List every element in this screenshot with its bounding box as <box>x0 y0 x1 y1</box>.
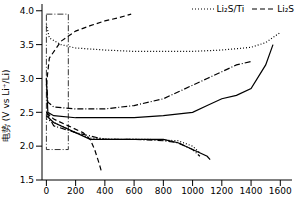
html-text:Li₂S/Ti: Li₂S/Ti <box>216 4 245 14</box>
svg-text:电势 (V vs Li⁺/Li): 电势 (V vs Li⁺/Li) <box>8 69 11 142</box>
html-text:Li₂S: Li₂S <box>277 4 294 14</box>
svg-text:2.0: 2.0 <box>20 141 35 151</box>
svg-text:800: 800 <box>155 186 172 196</box>
svg-text:200: 200 <box>67 186 84 196</box>
svg-text:1.5: 1.5 <box>20 175 34 185</box>
svg-text:600: 600 <box>126 186 143 196</box>
svg-text:400: 400 <box>96 186 113 196</box>
svg-text:1000: 1000 <box>181 186 204 196</box>
svg-text:3.5: 3.5 <box>20 40 34 50</box>
svg-text:2.5: 2.5 <box>20 108 34 118</box>
svg-text:3.0: 3.0 <box>20 74 35 84</box>
svg-text:1400: 1400 <box>240 186 263 196</box>
svg-text:1200: 1200 <box>210 186 233 196</box>
svg-text:1600: 1600 <box>269 186 292 196</box>
svg-text:0: 0 <box>44 186 50 196</box>
svg-text:4.0: 4.0 <box>20 6 35 16</box>
